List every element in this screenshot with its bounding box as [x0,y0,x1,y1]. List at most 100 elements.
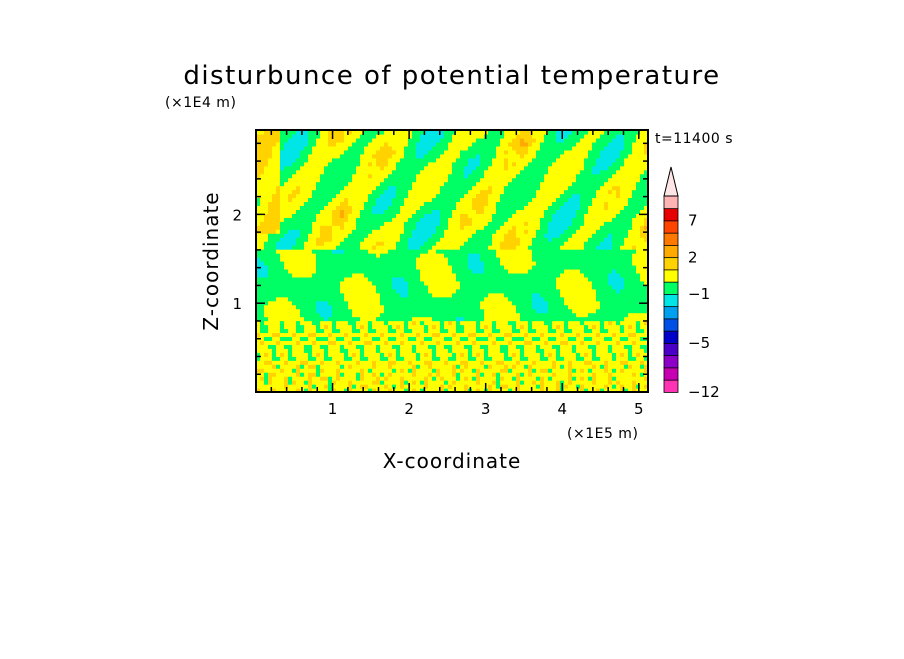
heatmap-cell [492,245,497,250]
heatmap-cell [524,257,529,262]
heatmap-cell [472,173,477,179]
heatmap-cell [520,324,525,330]
heatmap-cell [480,380,485,385]
heatmap-cell [324,233,329,238]
heatmap-cell [268,177,273,183]
heatmap-cell [372,388,377,392]
heatmap-cell [292,185,297,191]
heatmap-cell [496,280,501,286]
heatmap-cell [344,348,349,353]
heatmap-cell [476,130,481,135]
heatmap-cell [460,213,465,218]
heatmap-cell [468,384,473,389]
heatmap-cell [452,320,457,326]
heatmap-cell [464,272,469,278]
heatmap-cell [480,205,485,210]
heatmap-cell [280,320,285,326]
heatmap-cell [400,165,405,171]
heatmap-cell [556,261,561,266]
heatmap-cell [500,197,505,203]
heatmap-cell [480,308,485,314]
heatmap-cell [424,177,429,183]
heatmap-cell [424,284,429,290]
heatmap-cell [484,364,489,369]
heatmap-cell [516,348,521,353]
heatmap-cell [516,360,521,365]
heatmap-cell [260,372,265,377]
heatmap-cell [512,380,517,385]
heatmap-cell [536,304,541,310]
heatmap-cell [496,304,501,310]
heatmap-cell [456,264,461,270]
heatmap-cell [316,225,321,230]
heatmap-cell [364,268,369,274]
heatmap-cell [412,352,417,357]
heatmap-cell [316,137,321,143]
heatmap-cell [256,253,261,258]
heatmap-cell [272,292,277,298]
heatmap-cell [432,276,437,282]
heatmap-cell [352,332,357,338]
heatmap-cell [308,380,313,385]
heatmap-cell [312,356,317,361]
heatmap-cell [508,372,513,377]
heatmap-cell [436,292,441,298]
heatmap-cell [496,336,501,341]
heatmap-cell [428,181,433,187]
heatmap-cell [264,137,269,143]
heatmap-cell [548,161,553,167]
heatmap-cell [536,185,541,191]
heatmap-cell [260,221,265,226]
heatmap-cell [532,376,537,381]
heatmap-cell [380,261,385,266]
heatmap-cell [500,376,505,381]
heatmap-cell [280,145,285,151]
heatmap-cell [324,276,329,282]
heatmap-cell [556,213,561,218]
heatmap-cell [464,221,469,226]
heatmap-cell [296,213,301,218]
heatmap-cell [412,257,417,262]
heatmap-cell [320,209,325,214]
heatmap-cell [392,217,397,222]
heatmap-cell [476,348,481,353]
heatmap-cell [288,304,293,310]
heatmap-cell [324,320,329,326]
heatmap-cell [324,384,329,389]
heatmap-cell [260,181,265,187]
heatmap-cell [356,189,361,195]
heatmap-cell [416,332,421,338]
heatmap-cell [492,261,497,266]
heatmap-cell [332,165,337,171]
heatmap-cell [544,380,549,385]
heatmap-cell [540,141,545,147]
heatmap-cell [432,177,437,183]
heatmap-cell [328,177,333,183]
heatmap-cell [476,209,481,214]
heatmap-cell [380,165,385,171]
heatmap-cell [324,245,329,250]
heatmap-cell [476,316,481,322]
heatmap-cell [548,209,553,214]
heatmap-cell [516,241,521,246]
heatmap-cell [464,229,469,234]
heatmap-cell [260,376,265,381]
heatmap-cell [328,352,333,357]
heatmap-cell [400,372,405,377]
heatmap-cell [388,165,393,171]
heatmap-cell [524,368,529,373]
heatmap-cell [348,201,353,207]
heatmap-cell [260,264,265,270]
heatmap-cell [488,292,493,298]
heatmap-cell [548,173,553,179]
heatmap-cell [508,209,513,214]
heatmap-cell [540,296,545,302]
heatmap-cell [476,193,481,199]
heatmap-cell [288,209,293,214]
heatmap-cell [408,189,413,195]
heatmap-cell [352,233,357,238]
heatmap-cell [316,360,321,365]
heatmap-cell [528,145,533,151]
heatmap-cell [496,169,501,175]
heatmap-cell [444,249,449,254]
